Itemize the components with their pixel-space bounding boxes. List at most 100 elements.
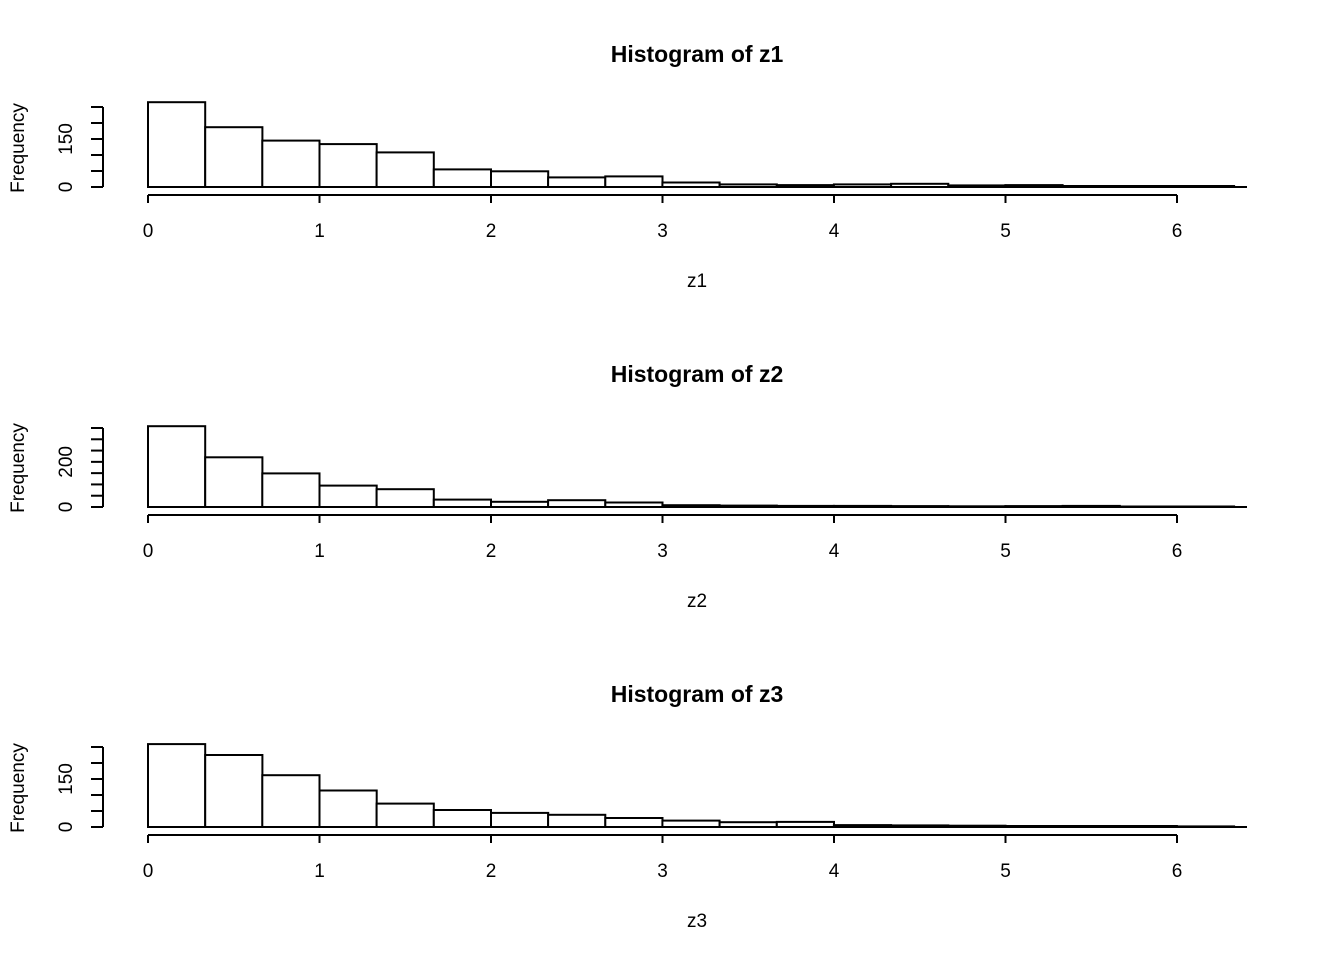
histogram-bar (947, 824, 1007, 829)
histogram-bar (490, 500, 550, 508)
panel-z1-x-axis-label: z1 (687, 271, 707, 292)
x-tick-label: 6 (1172, 861, 1183, 882)
histogram-bar (661, 181, 721, 188)
histogram-bar (204, 126, 264, 188)
y-tick-label: 0 (56, 822, 77, 833)
x-tick-label: 2 (486, 861, 497, 882)
x-tick-label: 0 (143, 861, 154, 882)
panel-z3-x-axis: 0 1 2 3 4 5 6 (143, 834, 1183, 882)
panel-z2: Histogram of z2 Frequency z2 0 1 2 3 4 5 6 0 20… (8, 361, 1247, 612)
histogram-bar (947, 505, 1007, 508)
histogram-bar (432, 498, 492, 509)
histogram-bar (604, 501, 664, 508)
histogram-bar (147, 743, 207, 828)
histogram-bar (147, 101, 207, 188)
histogram-bar (1061, 185, 1121, 188)
panel-z3-x-axis-label: z3 (687, 911, 707, 932)
x-tick-label: 2 (486, 221, 497, 242)
panel-z3-y-axis: 0 150 (56, 746, 104, 833)
x-tick-label: 5 (1000, 861, 1011, 882)
histogram-bar (1004, 184, 1064, 189)
histogram-bar (775, 820, 835, 829)
x-tick-label: 4 (829, 541, 840, 562)
panel-z1-y-axis: 0 150 (56, 106, 104, 193)
panel-z2-y-axis: 0 200 (56, 427, 104, 513)
panel-z3-bars (147, 743, 1247, 829)
histogram-bar (604, 817, 664, 828)
histogram-bar (261, 139, 321, 189)
histogram-bar (947, 184, 1007, 188)
panel-z1-bars (147, 101, 1247, 189)
histogram-bar (490, 170, 550, 189)
y-tick-label: 0 (56, 502, 77, 513)
histogram-bar (1004, 505, 1064, 509)
histogram-bar (318, 484, 378, 509)
histogram-bar (718, 821, 778, 829)
panel-z3-title: Histogram of z3 (611, 681, 784, 707)
x-tick-label: 3 (657, 541, 668, 562)
panel-z3-y-axis-label: Frequency (8, 743, 29, 833)
x-tick-label: 1 (314, 861, 325, 882)
panel-z2-bars (147, 425, 1247, 509)
histogram-bar (1118, 185, 1178, 188)
histogram-bar (890, 824, 950, 829)
histogram-bar (147, 425, 207, 509)
histogram-bar (375, 802, 435, 828)
panel-z2-x-axis-label: z2 (687, 591, 707, 612)
y-tick-label: 0 (56, 182, 77, 193)
histogram-bar (204, 456, 264, 508)
x-tick-label: 2 (486, 541, 497, 562)
histogram-bar (547, 176, 607, 188)
x-tick-label: 6 (1172, 541, 1183, 562)
x-tick-label: 3 (657, 861, 668, 882)
panel-z1: Histogram of z1 Frequency z1 0 1 2 3 4 5 6 0 15… (8, 41, 1247, 292)
histogram-bar (375, 488, 435, 509)
histogram-bar (375, 151, 435, 188)
x-tick-label: 5 (1000, 541, 1011, 562)
histogram-bar (547, 499, 607, 509)
x-tick-label: 6 (1172, 221, 1183, 242)
panel-z1-title: Histogram of z1 (611, 41, 784, 67)
histogram-bar (775, 504, 835, 508)
histogram-bar (318, 789, 378, 828)
histogram-bar (318, 143, 378, 189)
panel-z2-x-axis: 0 1 2 3 4 5 6 (143, 514, 1183, 562)
x-tick-label: 1 (314, 221, 325, 242)
x-tick-label: 3 (657, 221, 668, 242)
histogram-bar (1118, 505, 1178, 508)
y-tick-label: 200 (56, 446, 77, 478)
histogram-bar (718, 504, 778, 509)
histogram-bar (1175, 825, 1236, 829)
histogram-bar (890, 182, 950, 189)
x-tick-label: 5 (1000, 221, 1011, 242)
histogram-bar (1118, 825, 1178, 828)
histogram-bar (1004, 825, 1064, 828)
panel-z1-y-axis-label: Frequency (8, 103, 29, 193)
histogram-bar (547, 813, 607, 828)
histogram-bar (261, 774, 321, 829)
histogram-bar (1061, 504, 1121, 508)
y-tick-label: 150 (56, 123, 77, 155)
histogram-bar (832, 504, 893, 508)
x-tick-label: 0 (143, 541, 154, 562)
histogram-bar (775, 184, 835, 189)
y-tick-label: 150 (56, 763, 77, 795)
histogram-bar (604, 175, 664, 188)
panel-z2-title: Histogram of z2 (611, 361, 784, 387)
x-tick-label: 4 (829, 221, 840, 242)
histogram-bar (432, 168, 492, 188)
panel-z3: Histogram of z3 Frequency z3 0 1 2 3 4 5 6 0 15… (8, 681, 1247, 932)
histogram-bar (890, 505, 950, 509)
histogram-bar (718, 183, 778, 188)
panel-z1-x-axis: 0 1 2 3 4 5 6 (143, 194, 1183, 242)
histogram-bar (490, 811, 550, 829)
histogram-bar (832, 183, 893, 188)
panel-z2-y-axis-label: Frequency (8, 423, 29, 513)
histogram-bar (1175, 505, 1236, 508)
x-tick-label: 0 (143, 221, 154, 242)
histogram-bar (432, 809, 492, 828)
histogram-bar (661, 819, 721, 828)
histogram-bar (1175, 185, 1236, 188)
x-tick-label: 1 (314, 541, 325, 562)
